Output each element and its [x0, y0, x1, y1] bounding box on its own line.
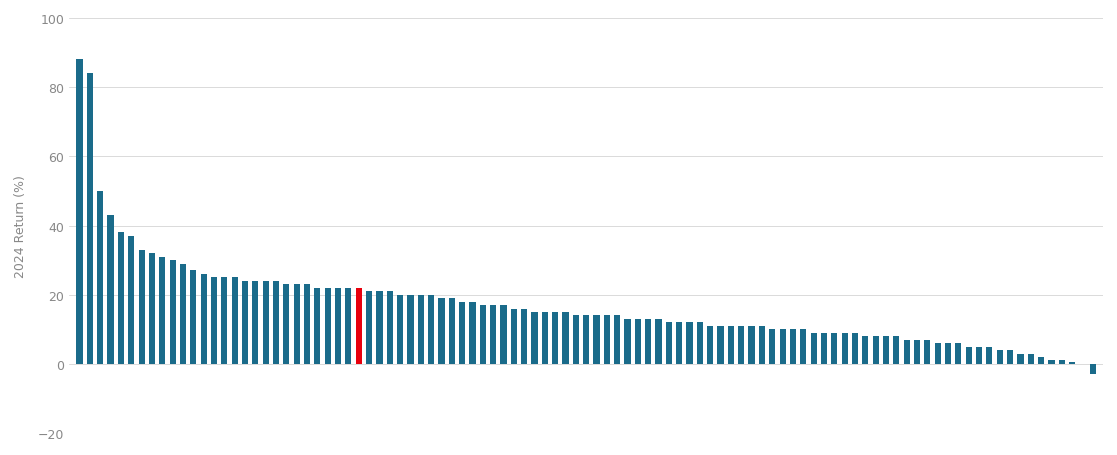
Bar — [728, 326, 734, 364]
Bar — [614, 316, 620, 364]
Bar — [811, 333, 817, 364]
Bar — [996, 350, 1003, 364]
Bar — [418, 295, 423, 364]
Bar — [149, 253, 155, 364]
Bar — [666, 323, 672, 364]
Bar — [242, 281, 248, 364]
Bar — [955, 344, 962, 364]
Bar — [593, 316, 600, 364]
Bar — [510, 309, 517, 364]
Bar — [449, 298, 455, 364]
Bar — [624, 319, 631, 364]
Bar — [945, 344, 952, 364]
Bar — [252, 281, 258, 364]
Bar — [262, 281, 269, 364]
Bar — [201, 274, 207, 364]
Bar — [139, 250, 145, 364]
Bar — [428, 295, 435, 364]
Bar — [469, 302, 476, 364]
Bar — [459, 302, 465, 364]
Bar — [924, 340, 930, 364]
Bar — [211, 278, 217, 364]
Bar — [190, 271, 197, 364]
Bar — [408, 295, 413, 364]
Bar — [687, 323, 693, 364]
Y-axis label: 2024 Return (%): 2024 Return (%) — [13, 175, 27, 278]
Bar — [831, 333, 838, 364]
Bar — [500, 305, 507, 364]
Bar — [355, 288, 362, 364]
Bar — [87, 74, 93, 364]
Bar — [1018, 354, 1023, 364]
Bar — [986, 347, 993, 364]
Bar — [542, 312, 548, 364]
Bar — [76, 60, 83, 364]
Bar — [841, 333, 848, 364]
Bar — [1006, 350, 1013, 364]
Bar — [1049, 361, 1054, 364]
Bar — [780, 329, 785, 364]
Bar — [386, 292, 393, 364]
Bar — [656, 319, 661, 364]
Bar — [231, 278, 238, 364]
Bar — [882, 337, 889, 364]
Bar — [376, 292, 382, 364]
Bar — [573, 316, 579, 364]
Bar — [97, 192, 104, 364]
Bar — [107, 216, 114, 364]
Bar — [676, 323, 682, 364]
Bar — [852, 333, 858, 364]
Bar — [284, 285, 289, 364]
Bar — [521, 309, 527, 364]
Bar — [273, 281, 279, 364]
Bar — [397, 295, 403, 364]
Bar — [872, 337, 879, 364]
Bar — [479, 305, 486, 364]
Bar — [904, 340, 909, 364]
Bar — [634, 319, 641, 364]
Bar — [294, 285, 299, 364]
Bar — [1090, 364, 1096, 374]
Bar — [914, 340, 920, 364]
Bar — [1069, 362, 1076, 364]
Bar — [646, 319, 651, 364]
Bar — [1059, 361, 1065, 364]
Bar — [345, 288, 352, 364]
Bar — [117, 233, 124, 364]
Bar — [770, 329, 775, 364]
Bar — [965, 347, 972, 364]
Bar — [304, 285, 311, 364]
Bar — [438, 298, 445, 364]
Bar — [562, 312, 569, 364]
Bar — [862, 337, 868, 364]
Bar — [738, 326, 744, 364]
Bar — [366, 292, 372, 364]
Bar — [170, 261, 175, 364]
Bar — [314, 288, 321, 364]
Bar — [160, 257, 165, 364]
Bar — [325, 288, 331, 364]
Bar — [894, 337, 899, 364]
Bar — [583, 316, 590, 364]
Bar — [1028, 354, 1034, 364]
Bar — [335, 288, 341, 364]
Bar — [697, 323, 703, 364]
Bar — [758, 326, 765, 364]
Bar — [748, 326, 755, 364]
Bar — [490, 305, 496, 364]
Bar — [532, 312, 537, 364]
Bar — [976, 347, 982, 364]
Bar — [717, 326, 724, 364]
Bar — [707, 326, 714, 364]
Bar — [128, 236, 134, 364]
Bar — [935, 344, 941, 364]
Bar — [180, 264, 187, 364]
Bar — [552, 312, 558, 364]
Bar — [821, 333, 827, 364]
Bar — [790, 329, 796, 364]
Bar — [221, 278, 228, 364]
Bar — [604, 316, 610, 364]
Bar — [1038, 357, 1044, 364]
Bar — [800, 329, 806, 364]
